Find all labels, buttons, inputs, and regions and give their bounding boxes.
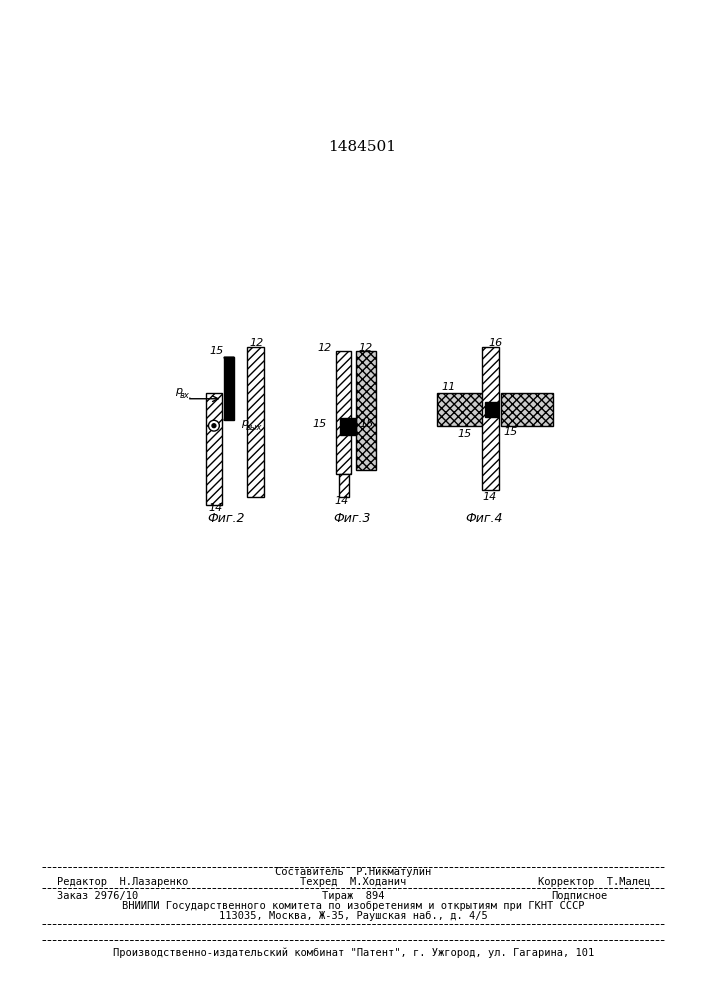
Bar [482, 347, 499, 490]
Text: Производственно-издательский комбинат "Патент", г. Ужгород, ул. Гагарина, 101: Производственно-издательский комбинат "П… [113, 948, 594, 958]
Text: 16: 16 [489, 338, 503, 348]
Text: Корректор  Т.Малец: Корректор Т.Малец [538, 877, 650, 887]
Text: 14: 14 [335, 496, 349, 506]
Bar [340, 418, 356, 435]
Bar [247, 347, 264, 497]
Text: 15: 15 [360, 419, 374, 429]
Text: 14: 14 [482, 492, 496, 502]
Text: Фиг.3: Фиг.3 [333, 512, 370, 525]
Text: Подписное: Подписное [551, 891, 608, 901]
Text: Фиг.2: Фиг.2 [208, 512, 245, 525]
Bar [437, 393, 488, 426]
Text: р: р [175, 386, 182, 396]
Text: 15: 15 [209, 346, 223, 356]
Text: 11: 11 [441, 382, 455, 392]
Text: 12: 12 [358, 343, 373, 353]
Bar [206, 393, 222, 505]
Text: Техред  М.Ходанич: Техред М.Ходанич [300, 877, 407, 887]
Text: вх.: вх. [180, 391, 192, 400]
Text: Заказ 2976/10: Заказ 2976/10 [57, 891, 138, 901]
Text: 12: 12 [317, 343, 332, 353]
Text: 14: 14 [209, 503, 223, 513]
Text: 113035, Москва, Ж-35, Раушская наб., д. 4/5: 113035, Москва, Ж-35, Раушская наб., д. … [219, 911, 488, 921]
Text: 12: 12 [250, 338, 264, 348]
Text: ВНИИПИ Государственного комитета по изобретениям и открытиям при ГКНТ СССР: ВНИИПИ Государственного комитета по изоб… [122, 901, 585, 911]
Bar [356, 351, 376, 470]
Text: Тираж  894: Тираж 894 [322, 891, 385, 901]
Bar [339, 474, 349, 497]
Text: 15: 15 [503, 427, 518, 437]
Polygon shape [224, 357, 234, 420]
Text: 1484501: 1484501 [328, 140, 396, 154]
Text: Фиг.4: Фиг.4 [465, 512, 503, 525]
Circle shape [212, 424, 216, 428]
Circle shape [209, 420, 219, 431]
Bar [337, 351, 351, 474]
Bar [501, 393, 554, 426]
Text: 15: 15 [457, 429, 472, 439]
Text: вых.: вых. [246, 424, 265, 432]
Text: 15: 15 [312, 419, 327, 429]
Text: Составитель  Р.Никматулин: Составитель Р.Никматулин [275, 867, 432, 877]
Text: р: р [241, 418, 248, 428]
Bar [485, 402, 498, 417]
Text: Редактор  Н.Лазаренко: Редактор Н.Лазаренко [57, 877, 188, 887]
Bar [224, 357, 234, 420]
